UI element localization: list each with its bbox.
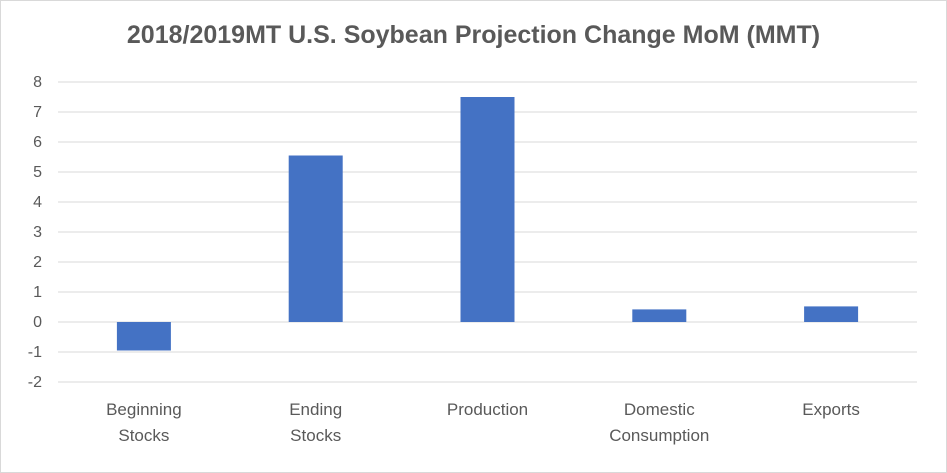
x-category-label: Exports [802,400,860,419]
x-category-label: Domestic Consumption [609,400,709,445]
y-tick-label: 8 [33,74,42,91]
y-tick-label: -1 [28,344,42,361]
bar [460,97,515,322]
x-category-label-line: Exports [802,400,860,419]
x-category-label-line: Beginning [106,400,182,419]
bar [804,306,859,322]
bar [288,155,343,322]
x-category-label-line: Domestic [624,400,695,419]
bar [632,309,687,322]
x-category-label: Beginning Stocks [106,400,182,445]
y-tick-label: 0 [33,314,42,331]
x-category-label: Production [447,400,528,419]
y-tick-label: 6 [33,134,42,151]
y-tick-label: 4 [33,194,42,211]
y-tick-label: -2 [28,374,42,391]
bar [116,322,171,351]
y-tick-label: 7 [33,104,42,121]
chart-title: 2018/2019MT U.S. Soybean Projection Chan… [126,21,821,49]
y-tick-label: 3 [33,224,42,241]
y-tick-label: 5 [33,164,42,181]
x-category-label: Ending Stocks [289,400,342,445]
y-tick-label: 1 [33,284,42,301]
x-category-label-line: Stocks [290,426,341,445]
x-category-label-line: Production [447,400,528,419]
y-tick-label: 2 [33,254,42,271]
x-category-label-line: Stocks [118,426,169,445]
x-category-label-line: Consumption [609,426,709,445]
x-category-label-line: Ending [289,400,342,419]
